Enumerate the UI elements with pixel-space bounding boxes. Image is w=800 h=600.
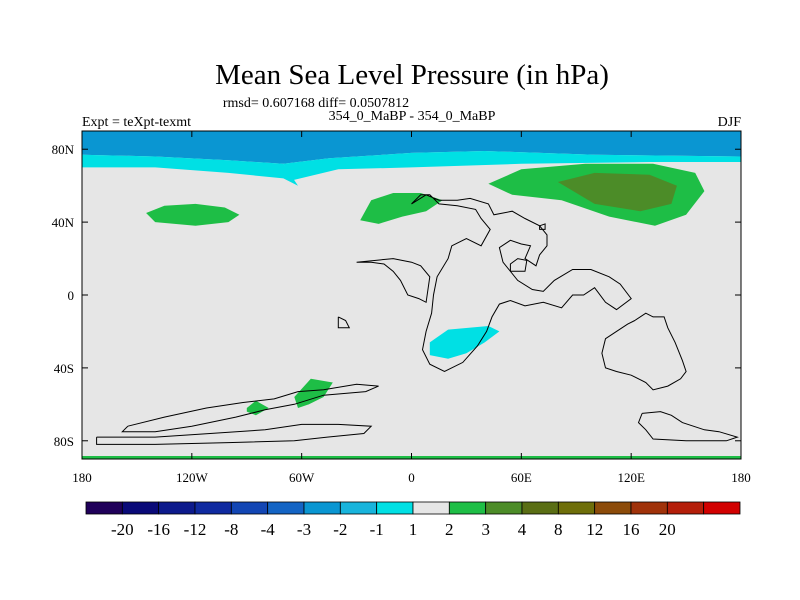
land-outline bbox=[411, 194, 632, 373]
colorbar-label: -8 bbox=[224, 520, 238, 539]
colorbar-swatch bbox=[630, 501, 668, 515]
anomaly-region bbox=[557, 172, 677, 212]
colorbar-swatch bbox=[303, 501, 341, 515]
land-outlines bbox=[96, 194, 739, 445]
colorbar-swatch bbox=[194, 501, 232, 515]
anomaly-region bbox=[246, 400, 269, 416]
subtitle-left: Expt = teXpt-texmt bbox=[82, 115, 191, 130]
colorbar-swatch bbox=[230, 501, 269, 515]
colorbar-swatch bbox=[267, 501, 305, 515]
y-tick-label: 40N bbox=[52, 215, 75, 230]
land-outline bbox=[601, 312, 687, 391]
colorbar-label: 1 bbox=[409, 520, 418, 539]
anomaly-region bbox=[146, 203, 240, 226]
land-outline bbox=[356, 258, 431, 304]
land-outline bbox=[121, 383, 379, 433]
land-outline bbox=[509, 258, 528, 272]
colorbar-swatch bbox=[376, 501, 414, 515]
map-plot-area bbox=[81, 130, 742, 460]
colorbar-label: -4 bbox=[261, 520, 276, 539]
subtitle-center: 354_0_MaBP - 354_0_MaBP bbox=[329, 109, 496, 124]
x-tick-label: 120W bbox=[176, 470, 209, 485]
land-outline bbox=[96, 423, 373, 445]
x-tick-label: 0 bbox=[408, 470, 415, 485]
anomaly-region bbox=[360, 193, 443, 224]
colorbar-label: -20 bbox=[111, 520, 134, 539]
chart-title: Mean Sea Level Pressure (in hPa) bbox=[215, 59, 609, 91]
x-axis: 180 120W 60W 0 60E 120E 180 bbox=[72, 131, 751, 485]
y-axis: 80N 40N 0 40S 80S bbox=[52, 142, 741, 449]
y-tick-label: 0 bbox=[68, 288, 75, 303]
land-outline bbox=[637, 411, 739, 442]
colorbar-swatch bbox=[158, 501, 196, 515]
y-tick-label: 80S bbox=[54, 434, 74, 449]
colorbar-swatch bbox=[85, 501, 123, 515]
colorbar-swatch bbox=[666, 501, 705, 515]
colorbar-label: -1 bbox=[370, 520, 384, 539]
anomaly-region bbox=[82, 131, 741, 164]
y-tick-label: 80N bbox=[52, 142, 75, 157]
colorbar-swatch bbox=[448, 501, 487, 515]
colorbar-swatch bbox=[557, 501, 596, 515]
x-tick-label: 180 bbox=[731, 470, 751, 485]
x-tick-label: 180 bbox=[72, 470, 92, 485]
anomaly-region bbox=[294, 378, 333, 408]
colorbar-label: 8 bbox=[554, 520, 563, 539]
colorbar-label: 3 bbox=[481, 520, 490, 539]
y-tick-label: 40S bbox=[54, 361, 74, 376]
colorbar-label: -16 bbox=[147, 520, 170, 539]
colorbar-label: -12 bbox=[184, 520, 207, 539]
anomaly-region bbox=[82, 154, 298, 186]
colorbar-swatch bbox=[339, 501, 378, 515]
land-outline bbox=[539, 223, 546, 230]
colorbar-swatch bbox=[521, 501, 559, 515]
colorbar-label: 12 bbox=[586, 520, 603, 539]
colorbar-label: 16 bbox=[623, 520, 640, 539]
colorbar-label: -3 bbox=[297, 520, 311, 539]
land-outline bbox=[337, 316, 351, 329]
colorbar-swatch bbox=[412, 501, 450, 515]
colorbar-swatch bbox=[703, 501, 741, 515]
colorbar-swatch bbox=[121, 501, 160, 515]
colorbar-label: 2 bbox=[445, 520, 454, 539]
colorbar-swatch bbox=[485, 501, 523, 515]
x-tick-label: 120E bbox=[617, 470, 645, 485]
x-tick-label: 60E bbox=[511, 470, 532, 485]
colorbar-label: -2 bbox=[333, 520, 347, 539]
anomaly-region bbox=[283, 151, 741, 181]
colorbar-label: 20 bbox=[659, 520, 676, 539]
contour-fills bbox=[82, 131, 741, 416]
colorbar: -20 -16 -12 -8 -4 -3 -2 -1 1 2 3 4 8 12 16 20 bbox=[85, 501, 741, 539]
colorbar-swatch bbox=[594, 501, 632, 515]
colorbar-label: 4 bbox=[518, 520, 527, 539]
stats-line: rmsd= 0.607168 diff= 0.0507812 bbox=[223, 96, 409, 111]
x-tick-label: 60W bbox=[289, 470, 315, 485]
anomaly-region bbox=[429, 326, 500, 359]
subtitle-right: DJF bbox=[718, 115, 742, 130]
